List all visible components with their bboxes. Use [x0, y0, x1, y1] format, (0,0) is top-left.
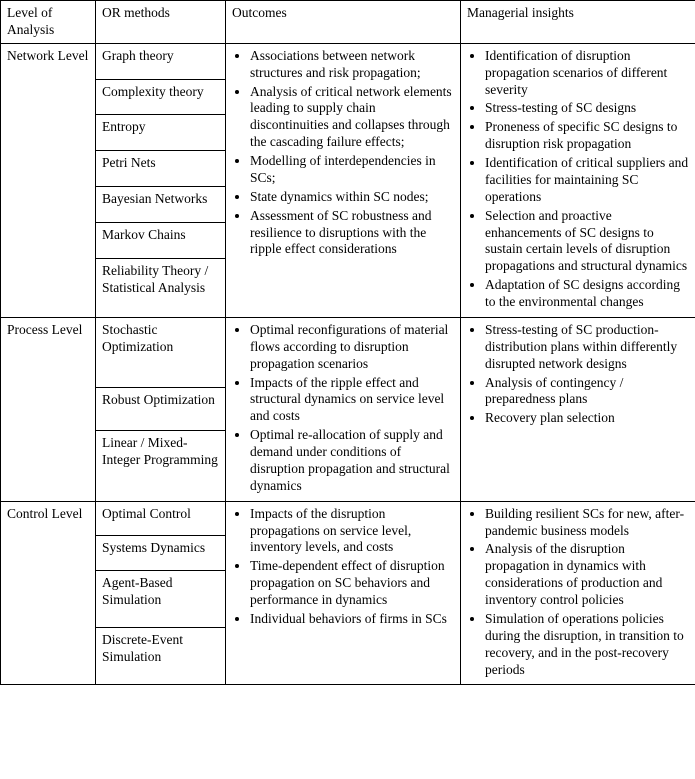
list-item: Analysis of contingency / preparedness p…	[485, 375, 689, 409]
outcomes-list: Optimal reconfigurations of material flo…	[232, 322, 454, 495]
method-cell: Systems Dynamics	[96, 536, 226, 571]
list-item: State dynamics within SC nodes;	[250, 189, 454, 206]
outcomes-list: Associations between network structures …	[232, 48, 454, 259]
method-cell: Complexity theory	[96, 79, 226, 115]
insights-list: Stress-testing of SC production-distribu…	[467, 322, 689, 427]
outcomes-list: Impacts of the disruption propagations o…	[232, 506, 454, 628]
header-insights: Managerial insights	[461, 1, 695, 44]
table-row: Process Level Stochastic Optimization Op…	[1, 317, 695, 388]
list-item: Optimal reconfigurations of material flo…	[250, 322, 454, 373]
table-row: Network Level Graph theory Associations …	[1, 43, 695, 79]
outcomes-cell-process: Optimal reconfigurations of material flo…	[226, 317, 461, 501]
level-cell-network: Network Level	[1, 43, 96, 317]
method-cell: Stochastic Optimization	[96, 317, 226, 388]
list-item: Analysis of critical network elements le…	[250, 84, 454, 152]
analysis-table: Level of Analysis OR methods Outcomes Ma…	[0, 0, 695, 685]
insights-cell-process: Stress-testing of SC production-distribu…	[461, 317, 695, 501]
list-item: Associations between network structures …	[250, 48, 454, 82]
level-cell-control: Control Level	[1, 501, 96, 685]
list-item: Building resilient SCs for new, after-pa…	[485, 506, 689, 540]
insights-cell-network: Identification of disruption propagation…	[461, 43, 695, 317]
list-item: Optimal re-allocation of supply and dema…	[250, 427, 454, 495]
level-cell-process: Process Level	[1, 317, 96, 501]
header-methods: OR methods	[96, 1, 226, 44]
list-item: Simulation of operations policies during…	[485, 611, 689, 679]
method-cell: Reliability Theory / Statistical Analysi…	[96, 258, 226, 317]
method-cell: Optimal Control	[96, 501, 226, 536]
list-item: Selection and proactive enhancements of …	[485, 208, 689, 276]
insights-list: Identification of disruption propagation…	[467, 48, 689, 311]
insights-list: Building resilient SCs for new, after-pa…	[467, 506, 689, 679]
list-item: Modelling of interdependencies in SCs;	[250, 153, 454, 187]
method-cell: Discrete-Event Simulation	[96, 628, 226, 685]
header-outcomes: Outcomes	[226, 1, 461, 44]
list-item: Recovery plan selection	[485, 410, 689, 427]
list-item: Identification of disruption propagation…	[485, 48, 689, 99]
method-cell: Markov Chains	[96, 222, 226, 258]
table-row: Control Level Optimal Control Impacts of…	[1, 501, 695, 536]
list-item: Analysis of the disruption propagation i…	[485, 541, 689, 609]
outcomes-cell-control: Impacts of the disruption propagations o…	[226, 501, 461, 685]
header-level: Level of Analysis	[1, 1, 96, 44]
outcomes-cell-network: Associations between network structures …	[226, 43, 461, 317]
method-cell: Graph theory	[96, 43, 226, 79]
method-cell: Linear / Mixed-Integer Programming	[96, 431, 226, 502]
method-cell: Robust Optimization	[96, 388, 226, 431]
list-item: Assessment of SC robustness and resilien…	[250, 208, 454, 259]
list-item: Impacts of the disruption propagations o…	[250, 506, 454, 557]
insights-cell-control: Building resilient SCs for new, after-pa…	[461, 501, 695, 685]
list-item: Proneness of specific SC designs to disr…	[485, 119, 689, 153]
list-item: Time-dependent effect of disruption prop…	[250, 558, 454, 609]
method-cell: Agent-Based Simulation	[96, 570, 226, 627]
list-item: Individual behaviors of firms in SCs	[250, 611, 454, 628]
method-cell: Petri Nets	[96, 151, 226, 187]
list-item: Identification of critical suppliers and…	[485, 155, 689, 206]
list-item: Stress-testing of SC designs	[485, 100, 689, 117]
method-cell: Bayesian Networks	[96, 187, 226, 223]
method-cell: Entropy	[96, 115, 226, 151]
list-item: Stress-testing of SC production-distribu…	[485, 322, 689, 373]
list-item: Adaptation of SC designs according to th…	[485, 277, 689, 311]
list-item: Impacts of the ripple effect and structu…	[250, 375, 454, 426]
table-header-row: Level of Analysis OR methods Outcomes Ma…	[1, 1, 695, 44]
